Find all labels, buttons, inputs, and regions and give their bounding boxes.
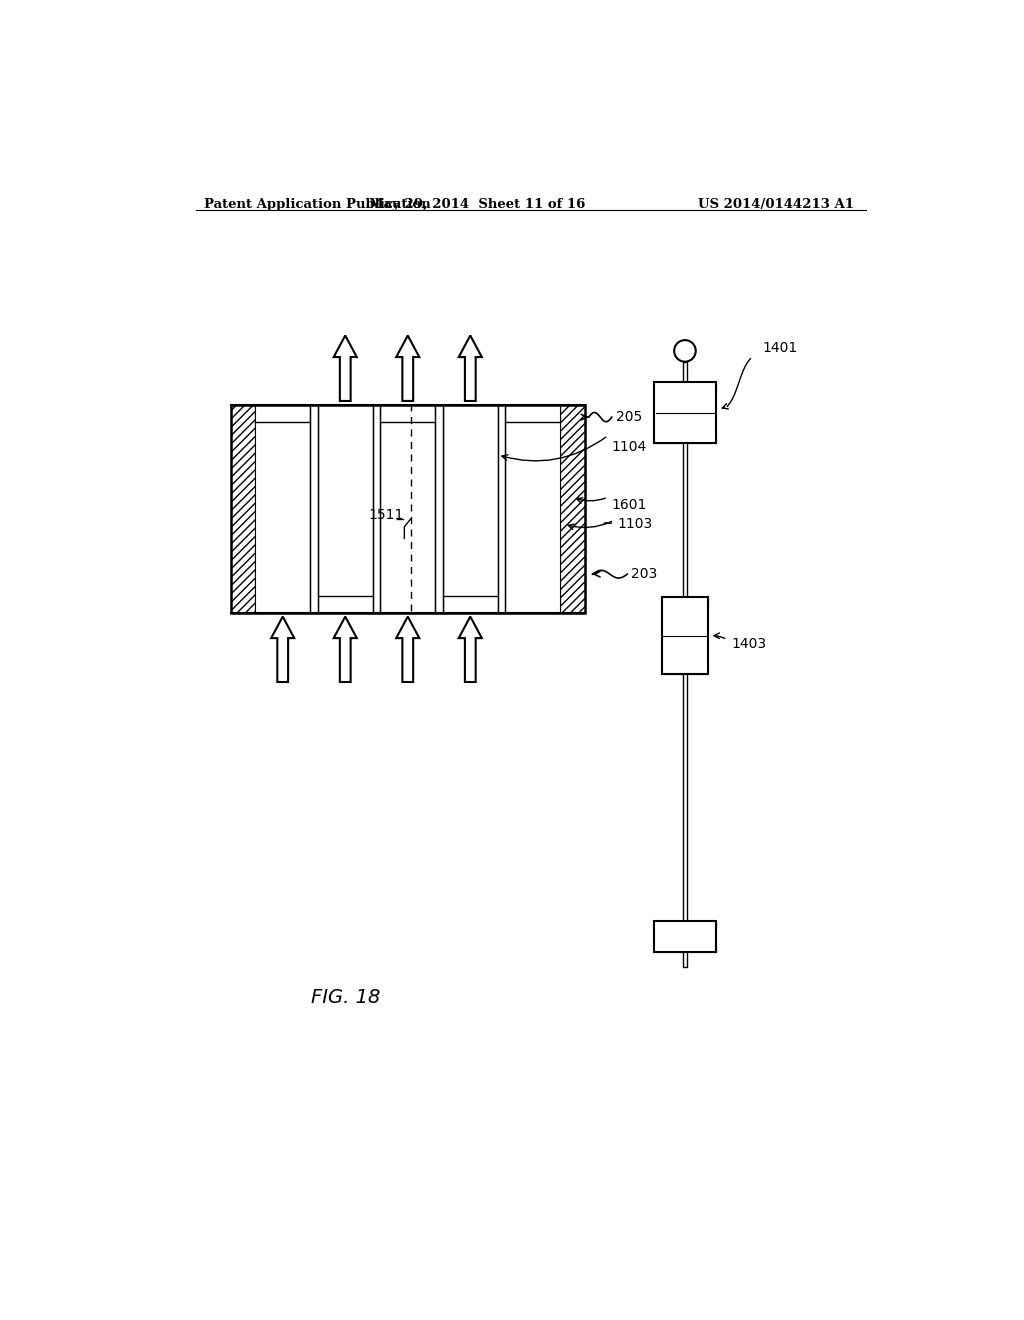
- Text: May 29, 2014  Sheet 11 of 16: May 29, 2014 Sheet 11 of 16: [369, 198, 586, 211]
- Bar: [255, 405, 310, 422]
- Polygon shape: [396, 616, 419, 682]
- Polygon shape: [334, 335, 356, 401]
- Text: 1104: 1104: [611, 440, 647, 454]
- Bar: [560, 405, 585, 612]
- Text: 1103: 1103: [617, 517, 652, 531]
- Bar: [662, 598, 708, 609]
- Bar: [317, 405, 373, 612]
- Text: FIG. 18: FIG. 18: [311, 989, 381, 1007]
- Bar: [435, 405, 442, 612]
- Bar: [654, 381, 716, 444]
- Bar: [442, 595, 498, 612]
- Text: 1511: 1511: [369, 508, 403, 523]
- Bar: [373, 405, 380, 612]
- Polygon shape: [271, 616, 294, 682]
- Bar: [380, 405, 435, 612]
- Bar: [442, 405, 498, 612]
- Bar: [230, 405, 585, 612]
- Text: 203: 203: [631, 568, 657, 581]
- Bar: [255, 405, 310, 612]
- Polygon shape: [334, 616, 356, 682]
- Bar: [654, 944, 716, 952]
- Bar: [654, 433, 716, 444]
- Bar: [662, 664, 708, 675]
- Text: 1601: 1601: [611, 498, 647, 512]
- Bar: [654, 381, 716, 392]
- Bar: [654, 921, 716, 952]
- Bar: [662, 597, 708, 675]
- Bar: [506, 405, 560, 422]
- Text: Patent Application Publication: Patent Application Publication: [204, 198, 430, 211]
- Bar: [230, 405, 255, 612]
- Bar: [683, 362, 686, 966]
- Polygon shape: [459, 616, 482, 682]
- Text: 1401: 1401: [762, 341, 798, 355]
- Polygon shape: [459, 335, 482, 401]
- Bar: [310, 405, 317, 612]
- Text: US 2014/0144213 A1: US 2014/0144213 A1: [698, 198, 854, 211]
- Bar: [498, 405, 506, 612]
- Bar: [506, 405, 560, 612]
- Bar: [654, 921, 716, 928]
- Bar: [380, 405, 435, 422]
- Text: ~: ~: [602, 517, 613, 531]
- Polygon shape: [396, 335, 419, 401]
- Text: 205: 205: [615, 411, 642, 424]
- Bar: [317, 595, 373, 612]
- Text: 1403: 1403: [731, 636, 766, 651]
